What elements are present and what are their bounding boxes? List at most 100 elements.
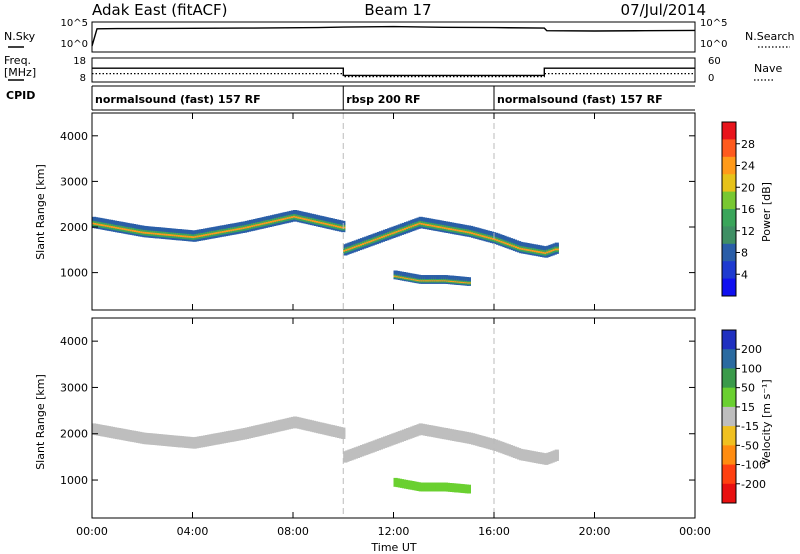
power-colorbar-swatch (722, 243, 736, 262)
velocity-cell (466, 484, 471, 489)
velocity-cell (540, 452, 545, 457)
power-cell (186, 229, 191, 234)
velocity-colorbar-tick-label: 50 (741, 382, 755, 395)
beam-title: Beam 17 (364, 1, 431, 19)
power-colorbar-swatch (722, 191, 736, 210)
power-panel: 1000 2000 3000 4000 (60, 112, 696, 311)
power-colorbar-swatch (722, 174, 736, 193)
power-ytick-label: 4000 (60, 130, 88, 143)
power-colorbar-tick-label: 16 (741, 203, 755, 216)
velocity-ytick-label: 1000 (60, 474, 88, 487)
velocity-colorbar-swatch (722, 426, 736, 446)
power-cell (253, 219, 258, 223)
freq-label: Freq. (4, 54, 31, 67)
velocity-cell (554, 449, 559, 454)
power-cell (119, 221, 124, 226)
velocity-colorbar-tick-label: 100 (741, 362, 762, 375)
power-colorbar-swatch (722, 156, 736, 175)
power-cell (173, 228, 178, 233)
nave-label: Nave (754, 62, 782, 75)
power-colorbar-swatch (722, 209, 736, 227)
velocity-colorbar-tick-label: -200 (741, 478, 766, 491)
freq-tick-bottom: 8 (80, 73, 86, 84)
cpid-row: normalsound (fast) 157 RF rbsp 200 RF norm… (91, 85, 695, 111)
power-cell (466, 277, 471, 282)
velocity-cell (196, 436, 201, 441)
nave-tick-top: 60 (708, 56, 721, 67)
freq-tick-top: 18 (73, 56, 86, 67)
power-colorbar-swatch (722, 278, 736, 297)
velocity-colorbar-swatch (722, 445, 736, 466)
velocity-colorbar-swatch (722, 483, 736, 504)
velocity-cell (106, 426, 111, 431)
power-colorbar-tick-label: 4 (741, 268, 748, 281)
power-cell (96, 217, 101, 222)
velocity-cell (140, 432, 145, 437)
power-cell (540, 245, 545, 250)
velocity-colorbar-tick-label: -15 (741, 420, 759, 433)
velocity-cell (129, 430, 134, 435)
power-colorbar-label: Power [dB] (760, 182, 773, 242)
power-colorbar-swatch (722, 226, 736, 245)
velocity-colorbar-swatch (722, 464, 736, 485)
noise-panel-frame (91, 21, 696, 53)
time-axis: 00:00 04:00 08:00 12:00 16:00 20:00 00:00 (76, 525, 711, 538)
nsearch-label: N.Search (745, 30, 795, 43)
power-ytick-label: 1000 (60, 267, 88, 280)
nave-tick-bottom: 0 (708, 73, 714, 84)
freq-series-line (92, 67, 695, 77)
power-cell (140, 225, 145, 230)
power-cell (240, 221, 245, 226)
power-cell (219, 225, 224, 230)
power-colorbar-tick-label: 28 (741, 138, 755, 151)
time-tick-label: 08:00 (277, 525, 309, 538)
nave-series-line (92, 73, 695, 78)
power-cell (230, 223, 235, 228)
date-title: 07/Jul/2014 (621, 1, 706, 19)
power-cell (529, 243, 534, 248)
nsearch-tick-bottom: 10^0 (700, 39, 727, 50)
power-colorbar-swatch (722, 122, 736, 140)
power-colorbar-swatch (722, 139, 736, 158)
velocity-cell (186, 436, 191, 441)
velocity-ytick-label: 2000 (60, 428, 88, 441)
time-tick-label: 20:00 (579, 525, 611, 538)
freq-panel-frame (91, 57, 696, 83)
power-cell (207, 227, 212, 232)
power-cell (196, 229, 201, 234)
velocity-cell (552, 450, 557, 455)
velocity-cell (152, 433, 157, 438)
velocity-cell (96, 424, 101, 429)
nsky-tick-top: 10^5 (61, 18, 88, 29)
velocity-colorbar-tick-label: 200 (741, 343, 762, 356)
power-cell (552, 243, 557, 248)
velocity-colorbar-frame (721, 329, 737, 504)
velocity-cell (119, 428, 124, 433)
cpid-segment-text: normalsound (fast) 157 RF (497, 93, 663, 106)
velocity-plot-area (92, 318, 695, 518)
cpid-segment-text: normalsound (fast) 157 RF (95, 93, 261, 106)
velocity-cell (253, 425, 258, 430)
velocity-colorbar-tick-label: -100 (741, 459, 766, 472)
power-cell (106, 219, 111, 224)
velocity-colorbar-swatch (722, 406, 736, 427)
velocity-colorbar-swatch (722, 349, 736, 369)
power-ylabel: Slant Range [km] (34, 164, 47, 260)
power-cell (554, 242, 559, 247)
velocity-colorbar-tick-label: 15 (741, 401, 755, 414)
time-tick-label: 16:00 (478, 525, 510, 538)
velocity-panel: 1000 2000 3000 4000 (60, 317, 696, 519)
velocity-ytick-label: 4000 (60, 335, 88, 348)
time-tick-label: 04:00 (177, 525, 209, 538)
power-colorbar-swatch (722, 261, 736, 280)
time-tick-label: 12:00 (378, 525, 410, 538)
velocity-cell (207, 434, 212, 439)
power-cell (129, 223, 134, 228)
velocity-colorbar-swatch (722, 368, 736, 389)
nsky-series-line (91, 25, 696, 47)
nsky-tick-bottom: 10^0 (61, 39, 88, 50)
velocity-ytick-label: 3000 (60, 381, 88, 394)
velocity-cell (219, 432, 224, 437)
cpid-segment-text: rbsp 200 RF (346, 93, 420, 106)
velocity-cell (240, 428, 245, 433)
